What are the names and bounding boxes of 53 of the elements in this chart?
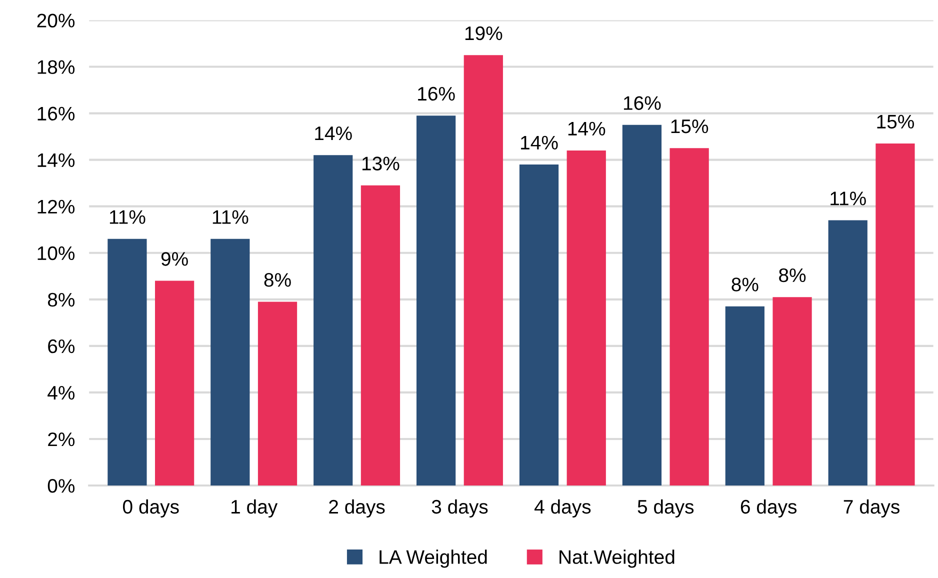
y-tick-label: 20% [37, 14, 75, 28]
bar [876, 144, 915, 486]
bar [155, 280, 194, 486]
data-label: 15% [671, 120, 708, 134]
data-label: 15% [877, 114, 914, 129]
y-tick-label: 8% [48, 292, 75, 307]
data-label: 14% [568, 122, 606, 136]
data-label: 13% [362, 156, 400, 170]
y-tick-label: 10% [38, 246, 75, 260]
legend-label: LA Weighted [380, 550, 487, 568]
x-tick-label: 2 days [329, 499, 385, 518]
y-tick-label: 18% [38, 60, 75, 74]
bar [314, 155, 353, 486]
data-label: 16% [624, 96, 661, 110]
y-tick-label: 4% [48, 386, 75, 400]
y-tick-label: 0% [48, 478, 75, 493]
bar [464, 55, 503, 486]
data-label: 16% [418, 86, 455, 101]
data-label: 19% [465, 26, 502, 40]
y-tick-label: 16% [38, 106, 75, 121]
legend-label: Nat.Weighted [560, 550, 674, 568]
x-tick-label: 7 days [844, 499, 900, 518]
x-tick-label: 4 days [534, 499, 591, 518]
data-label: 8% [779, 268, 806, 282]
x-tick-label: 0 days [123, 499, 179, 518]
bar [519, 164, 559, 486]
data-label: 11% [110, 210, 146, 224]
bar [566, 150, 606, 486]
x-tick-label: 1 day [232, 499, 278, 518]
x-tick-label: 5 days [638, 499, 694, 518]
bar [828, 220, 868, 486]
bar [772, 297, 812, 486]
data-label: 8% [732, 278, 758, 292]
bar [210, 238, 250, 486]
bar [108, 238, 147, 486]
data-label: 11% [212, 210, 248, 224]
data-label: 14% [521, 136, 558, 150]
bar [360, 185, 400, 486]
y-tick-label: 6% [48, 339, 75, 354]
bar [725, 306, 764, 486]
y-tick-label: 12% [38, 200, 75, 214]
bar [416, 116, 456, 486]
bar [670, 148, 709, 486]
data-label: 9% [161, 252, 188, 266]
data-label: 11% [830, 192, 866, 206]
data-label: 14% [315, 126, 352, 140]
bar [622, 124, 662, 486]
bar [258, 302, 298, 486]
data-label: 8% [264, 273, 291, 287]
x-tick-label: 3 days [432, 499, 488, 518]
x-tick-label: 6 days [740, 499, 797, 518]
y-tick-label: 2% [48, 432, 75, 446]
y-tick-label: 14% [38, 153, 75, 167]
